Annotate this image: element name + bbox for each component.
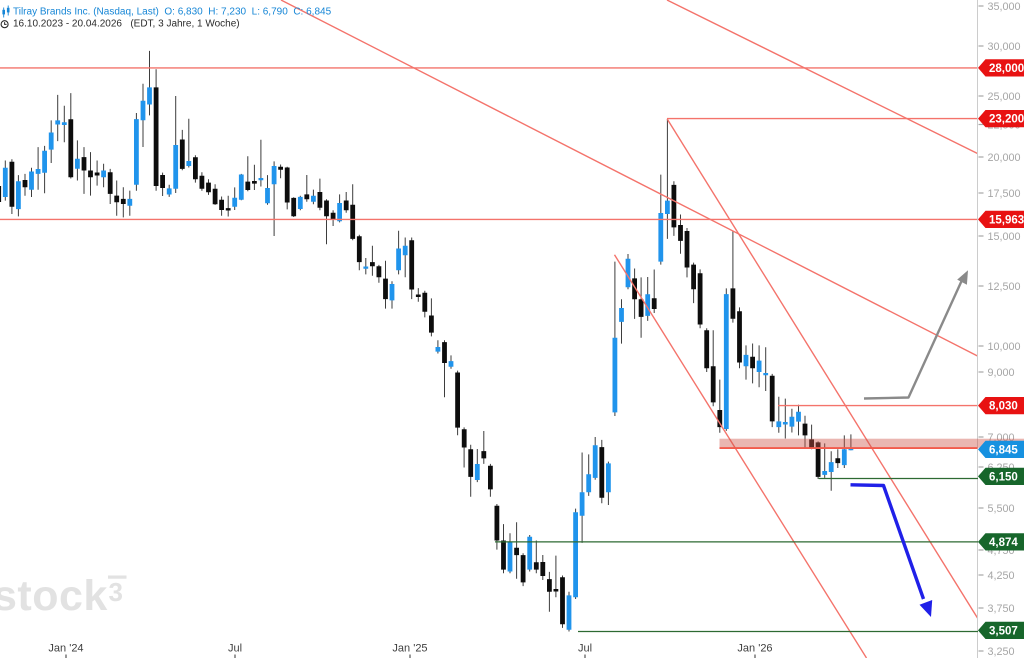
svg-text:Tilray Brands Inc. (Nasdaq, La: Tilray Brands Inc. (Nasdaq, Last) O: 6,8… — [13, 7, 332, 18]
svg-text:Jan '25: Jan '25 — [392, 643, 427, 655]
svg-text:3,507: 3,507 — [989, 626, 1018, 638]
svg-text:Jan '26: Jan '26 — [737, 643, 772, 655]
svg-text:3,750: 3,750 — [988, 603, 1015, 615]
svg-text:28,000: 28,000 — [989, 63, 1024, 75]
svg-text:10,000: 10,000 — [988, 341, 1021, 353]
svg-text:25,000: 25,000 — [988, 91, 1021, 103]
svg-text:6,845: 6,845 — [989, 445, 1018, 457]
svg-text:20,000: 20,000 — [988, 152, 1021, 164]
svg-text:23,200: 23,200 — [989, 114, 1024, 126]
svg-text:4,874: 4,874 — [989, 537, 1018, 549]
svg-text:6,150: 6,150 — [989, 472, 1018, 484]
svg-text:30,000: 30,000 — [988, 41, 1021, 53]
svg-text:15,963: 15,963 — [989, 215, 1024, 227]
svg-text:17,500: 17,500 — [988, 188, 1021, 200]
svg-text:35,000: 35,000 — [988, 1, 1021, 13]
svg-text:16.10.2023 - 20.04.2026 (EDT: 16.10.2023 - 20.04.2026 (EDT, 3 Jahre, 1… — [13, 19, 240, 30]
svg-text:8,030: 8,030 — [989, 401, 1018, 413]
svg-text:12,500: 12,500 — [988, 281, 1021, 293]
svg-text:3,250: 3,250 — [988, 646, 1015, 658]
svg-text:9,000: 9,000 — [988, 367, 1015, 379]
svg-text:5,500: 5,500 — [988, 503, 1015, 515]
svg-text:Jan '24: Jan '24 — [48, 643, 83, 655]
svg-text:15,000: 15,000 — [988, 231, 1021, 243]
svg-text:stock: stock — [0, 572, 108, 620]
svg-text:3: 3 — [109, 577, 123, 607]
svg-text:4,250: 4,250 — [988, 570, 1015, 582]
svg-text:Jul: Jul — [578, 643, 592, 655]
svg-text:Jul: Jul — [228, 643, 242, 655]
